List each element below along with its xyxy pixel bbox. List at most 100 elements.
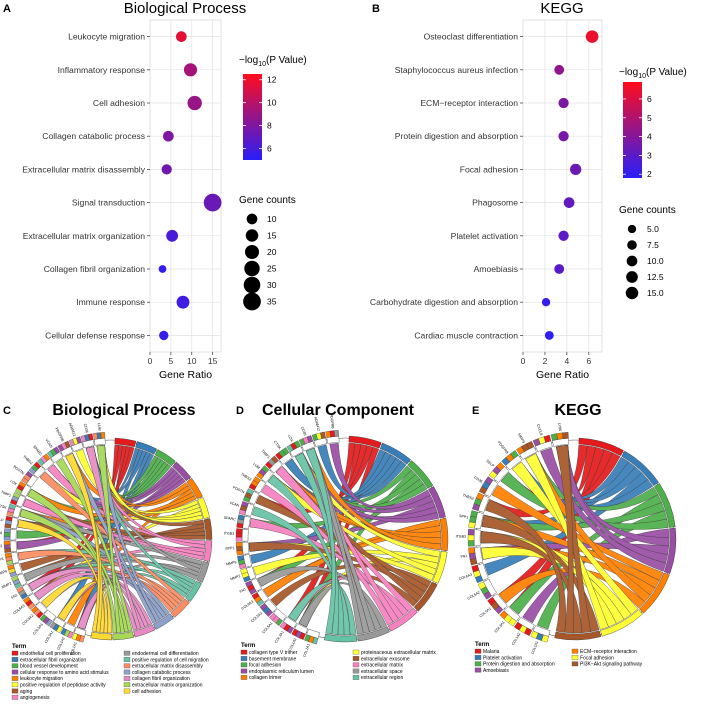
gene-term-strip (514, 621, 523, 631)
gene-label: LOX (9, 479, 18, 486)
legend-label: aging (20, 689, 32, 695)
term-sector (324, 633, 358, 643)
ribbon-layer (248, 442, 442, 636)
panel-letter: A (3, 3, 11, 15)
gene-term-strip (329, 430, 335, 438)
term-sector (170, 598, 190, 618)
gene-term-strip (304, 634, 311, 642)
term-sector (407, 460, 434, 489)
size-legend-label: 15 (267, 231, 277, 241)
gene-label: FN1 (239, 587, 247, 594)
color-legend-title: −log10(P Value) (239, 55, 307, 68)
size-legend-title: Gene counts (619, 205, 676, 216)
legend-swatch (123, 650, 131, 656)
legend-swatch (123, 688, 131, 694)
panel-title: Cellular Component (262, 402, 415, 419)
panel-letter: E (472, 405, 479, 417)
size-legend-label: 12.5 (647, 272, 664, 282)
data-point (585, 30, 599, 43)
legend-swatch (11, 676, 19, 681)
chord-ribbon (305, 447, 336, 635)
gene-term-strip (477, 581, 487, 590)
gene-term-strip (293, 440, 301, 449)
category-label: Cell adhesion (93, 98, 145, 108)
gene-label: COL3A1 (44, 630, 55, 644)
data-point (554, 64, 565, 75)
gene-term-strip (467, 528, 475, 536)
legend-label: Malaria (483, 649, 500, 655)
term-sector (203, 518, 213, 540)
legend-title: Term (241, 643, 255, 649)
term-sector (357, 626, 390, 642)
category-label: Collagen catabolic process (42, 131, 145, 141)
colorbar-label: 2 (647, 169, 652, 179)
category-label: Signal transduction (72, 198, 145, 208)
gene-term-strip (471, 564, 480, 573)
legend-swatch (474, 667, 482, 673)
gene-term-strip (499, 610, 509, 620)
gene-label: MMP9 (226, 560, 237, 566)
x-tick-label: 0 (148, 356, 153, 366)
term-sector (600, 609, 643, 637)
size-legend-label: 15.0 (647, 288, 664, 298)
gene-label: MMP2 (230, 574, 241, 581)
chord-ribbon (317, 444, 407, 499)
legend-swatch (11, 694, 19, 700)
gene-term-strip (333, 430, 339, 437)
legend-label: collagen type V trimer (249, 650, 298, 656)
term-sector (114, 437, 137, 448)
gene-term-strip (5, 515, 13, 522)
legend-title: Term (12, 644, 26, 650)
size-legend-label: 30 (267, 280, 277, 290)
legend-swatch (240, 656, 248, 661)
gene-label: COL3A1 (274, 630, 285, 644)
gene-label: MMP9 (0, 569, 7, 576)
gene-sector (241, 528, 249, 542)
gene-sector (9, 540, 18, 553)
size-legend-label: 35 (267, 297, 277, 307)
category-label: Cardiac muscle contraction (414, 330, 518, 340)
gene-label: COL5A2 (467, 590, 481, 600)
data-point (558, 131, 569, 142)
gene-sector (241, 541, 250, 555)
x-axis-title: Gene Ratio (536, 369, 589, 381)
legend-swatch (474, 661, 482, 667)
panel-c: C Biological ProcessCOL1A1COL1A2COL3A1COL… (0, 402, 213, 701)
term-sector (428, 486, 446, 519)
gene-term-strip (23, 596, 31, 604)
legend-swatch (352, 656, 360, 661)
gene-sector (9, 528, 17, 541)
legend-swatch (123, 682, 131, 688)
gene-label: COL1A1 (70, 642, 78, 656)
term-sector (185, 580, 202, 602)
x-tick-label: 4 (565, 356, 570, 366)
gene-label: SPARC (223, 516, 236, 522)
legend-label: Amoebiasis (483, 668, 509, 674)
legend-swatch (352, 649, 360, 655)
category-label: ECM−receptor interaction (420, 98, 518, 108)
gene-label: PDGFRB (329, 414, 335, 430)
size-legend-label: 10 (267, 214, 277, 224)
gene-term-strip (271, 455, 279, 464)
legend-swatch (11, 657, 19, 662)
data-point (558, 97, 569, 109)
data-point (554, 264, 565, 274)
colorbar-label: 6 (647, 94, 652, 104)
term-sector (112, 631, 135, 641)
data-point (541, 298, 551, 307)
size-legend-label: 7.5 (647, 240, 659, 250)
gene-label: THBS2 (240, 472, 252, 481)
legend-swatch (352, 675, 360, 680)
gene-label: SPP1 (0, 557, 4, 563)
legend-label: endoplasmic reticulum lumen (249, 669, 314, 675)
legend-label: extracellular fibril organization (20, 657, 86, 663)
data-point (187, 95, 202, 111)
gene-term-strip (3, 536, 11, 541)
gene-label: COL1A1 (303, 643, 311, 657)
gene-label: PDGFRB (54, 427, 65, 443)
gene-term-strip (11, 575, 19, 582)
legend-label: basement membrane (249, 656, 296, 662)
gene-term-strip (496, 462, 505, 471)
term-sector (379, 442, 411, 465)
gene-term-strip (468, 521, 476, 529)
